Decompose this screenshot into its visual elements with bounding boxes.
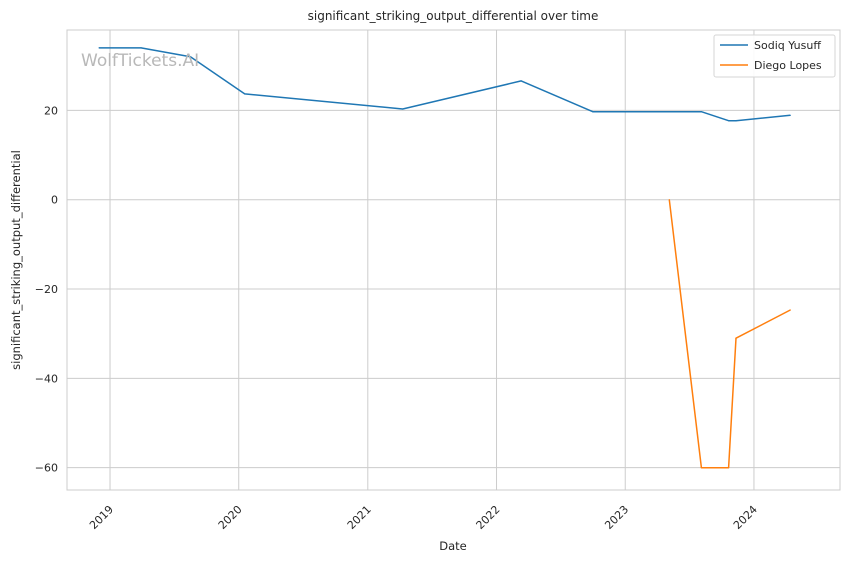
data-point-sodiq-yusuff <box>700 111 703 113</box>
data-point-diego-lopes <box>789 309 791 311</box>
legend-label-diego-lopes: Diego Lopes <box>754 59 822 72</box>
legend-label-sodiq-yusuff: Sodiq Yusuff <box>754 39 821 52</box>
watermark: WolfTickets.AI <box>81 51 199 71</box>
y-tick-label: −20 <box>35 283 58 296</box>
y-tick-label: −40 <box>35 372 58 385</box>
data-point-diego-lopes <box>735 337 737 339</box>
legend: Sodiq Yusuff Diego Lopes <box>713 34 836 78</box>
data-point-sodiq-yusuff <box>727 120 730 122</box>
x-axis-label: Date <box>439 539 467 553</box>
data-point-sodiq-yusuff <box>789 114 791 116</box>
data-point-diego-lopes <box>700 467 703 469</box>
y-axis-label: significant_striking_output_differential <box>9 150 23 370</box>
x-tick-label: 2021 <box>345 503 374 532</box>
y-axis: 20 0 −20 −40 −60 <box>35 104 58 474</box>
series-layer <box>98 47 791 469</box>
data-point-sodiq-yusuff <box>98 47 100 49</box>
data-point-diego-lopes <box>668 199 670 201</box>
data-point-sodiq-yusuff <box>244 93 246 95</box>
grid <box>67 30 840 490</box>
data-point-sodiq-yusuff <box>520 80 522 82</box>
x-tick-label: 2022 <box>474 503 503 532</box>
y-tick-label: 0 <box>51 194 58 207</box>
x-tick-label: 2023 <box>602 503 631 532</box>
data-point-sodiq-yusuff <box>402 108 404 110</box>
y-tick-label: −60 <box>35 462 58 475</box>
data-point-sodiq-yusuff <box>735 120 737 122</box>
plot-frame <box>66 29 841 491</box>
plot-area <box>67 30 840 490</box>
x-tick-label: 2019 <box>87 503 116 532</box>
data-point-sodiq-yusuff <box>592 111 594 113</box>
y-tick-label: 20 <box>44 104 58 117</box>
data-point-sodiq-yusuff <box>189 56 192 58</box>
x-tick-label: 2024 <box>731 503 760 532</box>
chart-title: significant_striking_output_differential… <box>308 9 599 23</box>
x-tick-label: 2020 <box>216 503 245 532</box>
data-point-diego-lopes <box>727 467 730 469</box>
data-point-sodiq-yusuff <box>140 47 142 49</box>
x-axis: 2019 2020 2021 2022 2023 2024 <box>87 503 760 532</box>
